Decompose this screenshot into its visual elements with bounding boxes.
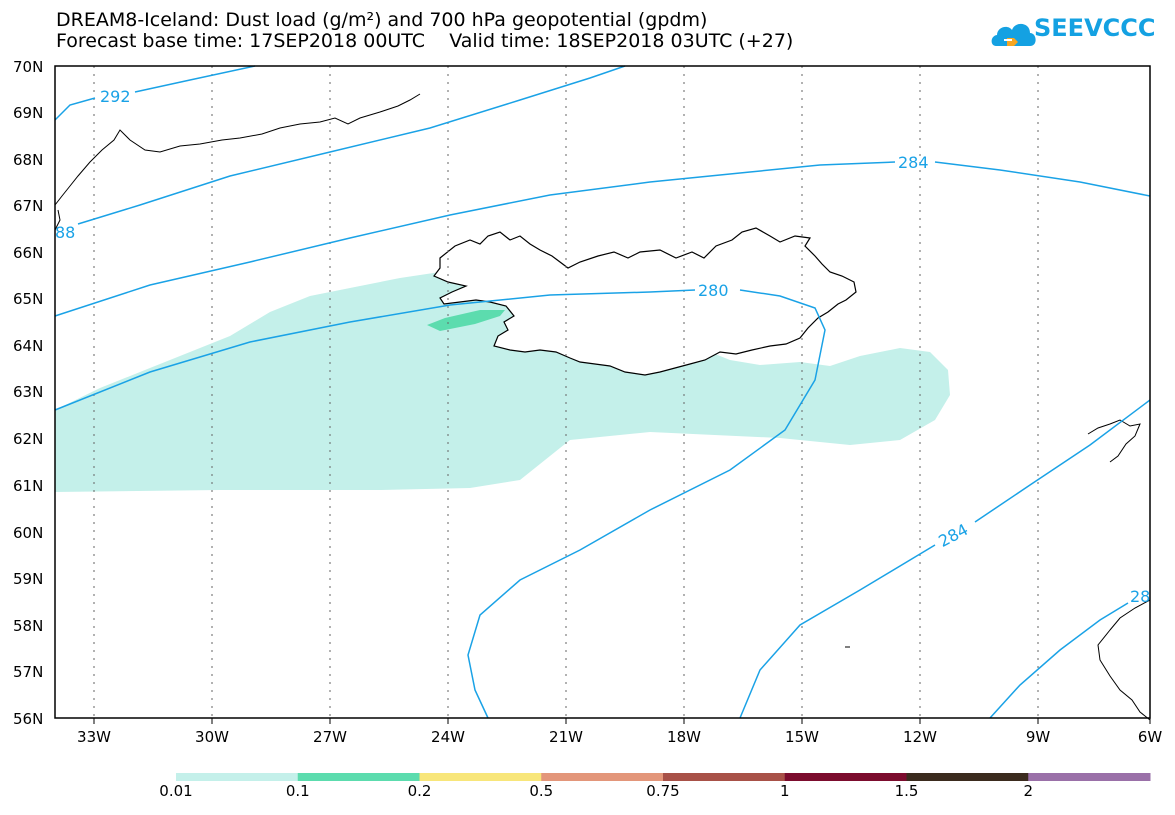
lon-label: 18W [667, 728, 701, 746]
lat-label: 63N [13, 383, 43, 401]
coastline-iceland [433, 227, 857, 376]
colorbar-swatch [784, 773, 907, 781]
colorbar-swatch [906, 773, 1029, 781]
colorbar [176, 773, 1151, 781]
coastline-greenland [54, 93, 421, 231]
contour-labels: 292 88 284 280 284 28 [55, 87, 1150, 606]
colorbar-label: 1.5 [894, 782, 919, 800]
contour-label: 28 [1130, 587, 1150, 606]
geopotential-contours [54, 65, 1151, 719]
dust-plume-light [55, 272, 950, 492]
cloud-icon [991, 23, 1036, 46]
colorbar-swatch [541, 773, 664, 781]
colorbar-swatch [419, 773, 542, 781]
colorbar-label: 0.2 [407, 782, 432, 800]
lon-label: 27W [313, 728, 347, 746]
lat-label: 67N [13, 197, 43, 215]
lat-label: 60N [13, 524, 43, 542]
lat-label: 66N [13, 244, 43, 262]
lat-label: 62N [13, 430, 43, 448]
lat-label: 56N [13, 710, 43, 728]
axis-ticks [93, 718, 1151, 724]
colorbar-swatch [1028, 773, 1151, 781]
longitude-labels: 33W 30W 27W 24W 21W 18W 15W 12W 9W 6W [77, 728, 1162, 746]
lon-label: 33W [77, 728, 111, 746]
colorbar-swatch [297, 773, 420, 781]
latitude-labels: 70N 69N 68N 67N 66N 65N 64N 63N 62N 61N … [13, 58, 43, 728]
colorbar-label: 0.1 [285, 782, 310, 800]
colorbar-swatch [663, 773, 786, 781]
contour-label: 280 [698, 281, 729, 300]
colorbar-label: 0.5 [529, 782, 554, 800]
lon-label: 21W [549, 728, 583, 746]
contour-label: 292 [100, 87, 131, 106]
colorbar-label: 2 [1023, 782, 1034, 800]
dust-core-medium [427, 310, 505, 331]
lon-label: 24W [431, 728, 465, 746]
lat-label: 59N [13, 570, 43, 588]
lon-label: 15W [785, 728, 819, 746]
colorbar-label: 0.01 [159, 782, 193, 800]
contour-label: 88 [55, 223, 75, 242]
forecast-time-line: Forecast base time: 17SEP2018 00UTC Vali… [56, 30, 794, 52]
logo [991, 23, 1036, 46]
map-frame [54, 65, 1151, 719]
coastline-europe [845, 419, 1151, 722]
colorbar-label: 1 [779, 782, 790, 800]
colorbar-swatch [176, 773, 299, 781]
logo-text: SEEVCCC [1034, 14, 1156, 42]
contour-label: 284 [935, 520, 971, 551]
lat-label: 70N [13, 58, 43, 76]
lat-label: 69N [13, 104, 43, 122]
lon-label: 6W [1138, 728, 1163, 746]
lat-label: 58N [13, 617, 43, 635]
lon-label: 9W [1026, 728, 1051, 746]
lon-label: 12W [903, 728, 937, 746]
lat-label: 68N [13, 151, 43, 169]
lat-label: 57N [13, 663, 43, 681]
lat-label: 65N [13, 290, 43, 308]
lon-label: 30W [195, 728, 229, 746]
contour-label: 284 [898, 153, 929, 172]
lat-label: 61N [13, 477, 43, 495]
lat-label: 64N [13, 337, 43, 355]
colorbar-label: 0.75 [646, 782, 680, 800]
map-title: DREAM8-Iceland: Dust load (g/m²) and 700… [56, 9, 708, 31]
